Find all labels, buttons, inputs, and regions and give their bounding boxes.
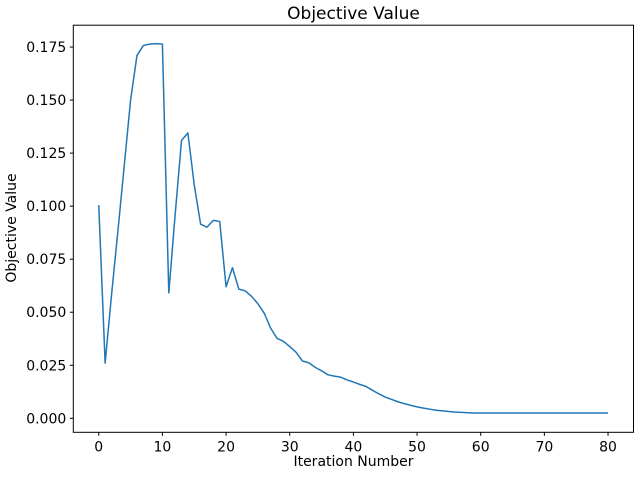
x-tick-label: 80 <box>599 439 617 455</box>
x-tick-label: 60 <box>472 439 490 455</box>
y-tick-label: 0.025 <box>26 358 66 374</box>
x-tick-label: 30 <box>281 439 299 455</box>
x-tick-label: 40 <box>344 439 362 455</box>
y-tick-label: 0.050 <box>26 305 66 321</box>
x-tick-label: 70 <box>535 439 553 455</box>
x-axis-label: Iteration Number <box>293 454 414 470</box>
y-tick-label: 0.000 <box>26 411 66 427</box>
y-tick-label: 0.125 <box>26 146 66 162</box>
y-tick-label: 0.100 <box>26 199 66 215</box>
x-tick-label: 0 <box>94 439 103 455</box>
x-tick-label: 50 <box>408 439 426 455</box>
x-tick-label: 20 <box>217 439 235 455</box>
x-tick-label: 10 <box>154 439 172 455</box>
chart-title: Objective Value <box>287 4 420 24</box>
axes-spines <box>72 24 635 433</box>
y-tick-label: 0.150 <box>26 93 66 109</box>
y-tick-label: 0.075 <box>26 252 66 268</box>
objective-value-line <box>98 42 609 414</box>
y-tick-label: 0.175 <box>26 40 66 56</box>
